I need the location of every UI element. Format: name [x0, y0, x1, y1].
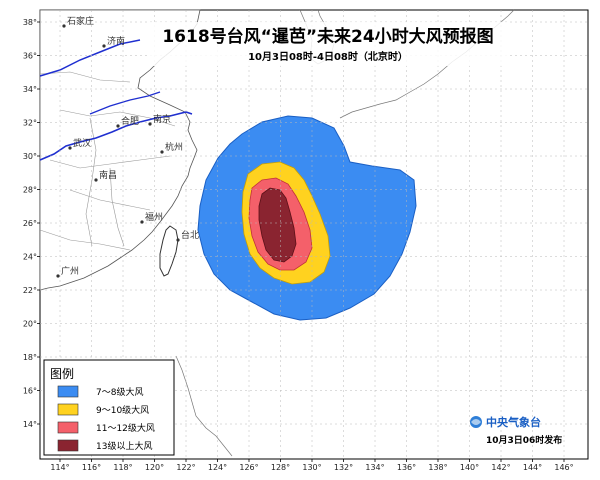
city-label: 南昌 — [99, 169, 117, 181]
x-tick-label: 132° — [334, 463, 353, 472]
y-tick-label: 18° — [23, 353, 37, 362]
y-tick-label: 28° — [23, 186, 37, 195]
y-tick-label: 22° — [23, 286, 37, 295]
x-tick-label: 122° — [176, 463, 195, 472]
x-tick-label: 138° — [428, 463, 447, 472]
city-label: 济南 — [107, 35, 125, 47]
legend-item-label: 11～12级大风 — [96, 422, 155, 434]
huai-river — [89, 91, 161, 115]
y-tick-label: 20° — [23, 320, 37, 329]
city-dot — [56, 274, 60, 278]
taiwan-island — [159, 225, 179, 277]
yangtze-river — [39, 111, 193, 161]
city-dot — [68, 146, 72, 150]
province-boundaries — [39, 71, 176, 251]
y-tick-label: 26° — [23, 219, 37, 228]
legend: 图例 7～8级大风 9～10级大风 11～12级大风 13级以上大风 — [43, 359, 175, 456]
x-tick-label: 130° — [302, 463, 321, 472]
y-tick-label: 34° — [23, 85, 37, 94]
city-dot — [148, 122, 152, 126]
issuer-name: 中央气象台 — [486, 415, 541, 429]
x-tick-label: 120° — [145, 463, 164, 472]
x-tick-label: 118° — [113, 463, 132, 472]
map-subtitle: 10月3日08时-4日08时（北京时） — [248, 50, 408, 63]
x-tick-label: 128° — [271, 463, 290, 472]
legend-item-label: 13级以上大风 — [96, 440, 152, 452]
graticule — [40, 10, 588, 459]
city-label: 广州 — [61, 265, 79, 277]
y-tick-label: 24° — [23, 253, 37, 262]
city-dot — [160, 150, 164, 154]
y-tick-label: 16° — [23, 387, 37, 396]
legend-swatch — [57, 385, 79, 398]
city-label: 合肥 — [121, 115, 139, 127]
legend-swatch — [57, 439, 79, 452]
philippines-outline — [175, 355, 233, 457]
x-tick-label: 124° — [208, 463, 227, 472]
title-backdrop — [148, 22, 508, 66]
city-label: 南京 — [153, 113, 171, 125]
city-label: 石家庄 — [67, 15, 94, 27]
legend-swatch — [57, 421, 79, 434]
x-tick-label: 142° — [491, 463, 510, 472]
y-tick-label: 14° — [23, 420, 37, 429]
wind-zone-13-plus — [258, 187, 297, 263]
x-tick-label: 140° — [460, 463, 479, 472]
legend-item-label: 7～8级大风 — [96, 386, 143, 398]
issuer-block: 中央气象台 10月3日06时发布 — [470, 415, 562, 446]
x-tick-label: 146° — [554, 463, 573, 472]
x-tick-label: 144° — [523, 463, 542, 472]
city-label: 杭州 — [165, 141, 183, 153]
city-dot — [116, 124, 120, 128]
x-tick-label: 114° — [50, 463, 69, 472]
x-axis-ticks: 114° 116° 118° 120° 122° 124° 126° 128° 130° 132°… — [50, 459, 574, 472]
city-dot — [176, 238, 180, 242]
legend-swatch — [57, 403, 79, 416]
city-label: 台北 — [181, 229, 199, 241]
issue-time: 10月3日06时发布 — [486, 434, 562, 446]
legend-item-label: 9～10级大风 — [96, 404, 149, 416]
y-tick-label: 30° — [23, 152, 37, 161]
city-dot — [94, 178, 98, 182]
city-label: 武汉 — [73, 137, 91, 149]
city-dot — [62, 24, 66, 28]
x-tick-label: 126° — [239, 463, 258, 472]
city-label: 福州 — [145, 211, 163, 223]
legend-title: 图例 — [50, 367, 74, 381]
city-dot — [102, 44, 106, 48]
x-tick-label: 136° — [397, 463, 416, 472]
y-tick-label: 36° — [23, 52, 37, 61]
y-tick-label: 38° — [23, 18, 37, 27]
map-title: 1618号台风“暹芭”未来24小时大风预报图 — [162, 26, 493, 47]
y-tick-label: 32° — [23, 119, 37, 128]
x-tick-label: 134° — [365, 463, 384, 472]
x-tick-label: 116° — [82, 463, 101, 472]
yellow-river — [39, 39, 141, 77]
y-axis-ticks: 38° 36° 34° 32° 30° 28° 26° 24° 22° 20° 18° 16° 14° — [23, 18, 40, 429]
city-dot — [140, 220, 144, 224]
